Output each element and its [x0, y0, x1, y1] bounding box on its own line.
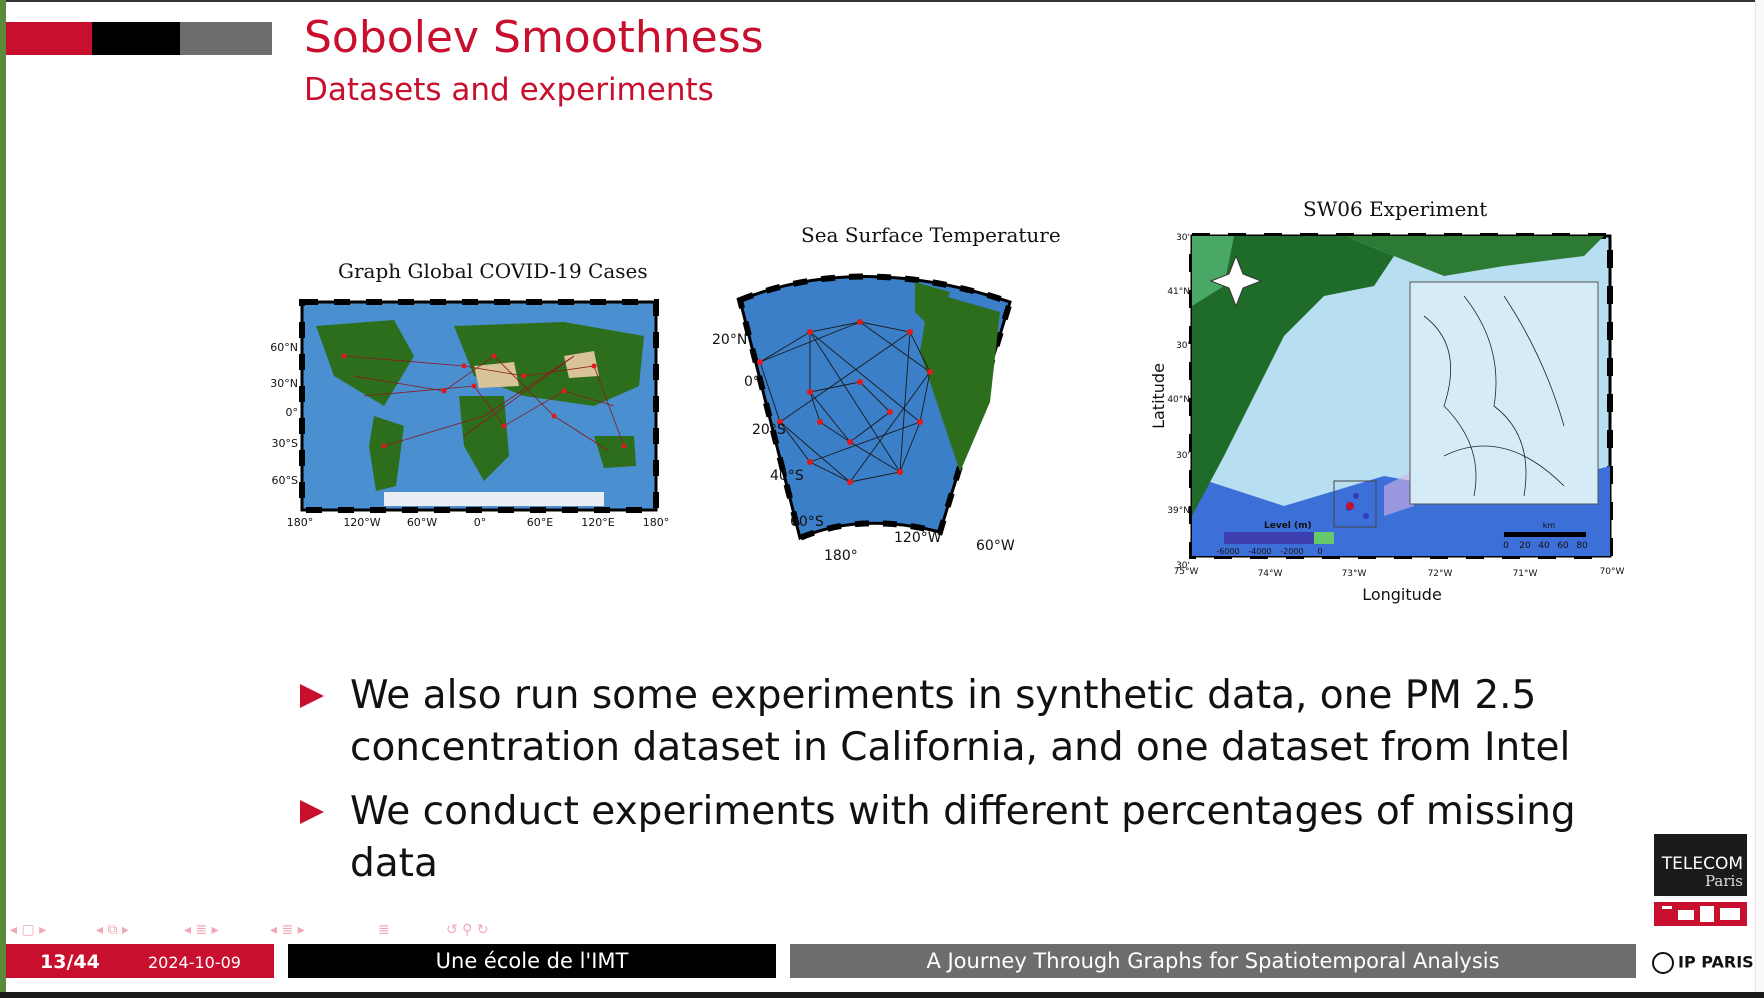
scale-tick: 0 [1503, 541, 1509, 551]
ip-paris-text: IP PARIS [1678, 952, 1754, 972]
header-block-grey [180, 22, 272, 55]
covid-lon-label: 120°E [581, 516, 614, 529]
bullet-triangle-icon [300, 684, 324, 708]
covid-lon-label: 60°W [407, 516, 437, 529]
imt-logo [1654, 902, 1747, 926]
sst-lat-label: 40°S [770, 468, 804, 484]
nav-section-icon[interactable]: ◂ ⧉ ▸ [96, 922, 129, 938]
telecom-logo-subtext: Paris [1704, 872, 1743, 890]
covid-lat-label: 30°N [270, 377, 298, 390]
bullet-item: We also run some experiments in syntheti… [300, 670, 1580, 774]
footer-institution: Une école de l'IMT [288, 944, 776, 978]
covid-lat-label: 60°S [272, 474, 298, 487]
covid-lon-label: 120°W [343, 516, 380, 529]
level-legend-title: Level (m) [1264, 521, 1312, 531]
covid-map-figure: 60°N 30°N 0° 30°S 60°S 180° 120°W 60°W 0… [270, 299, 670, 529]
sw06-lon-label: 73°W [1342, 569, 1367, 579]
sst-map-figure: 20°N 0° 20°S 40°S 60°S 180° 120°W 60°W [712, 273, 1015, 564]
sw06-figure-title: SW06 Experiment [1303, 197, 1488, 221]
sw06-lon-label: 71°W [1513, 569, 1538, 579]
ip-paris-logo: IP PARIS [1652, 952, 1754, 974]
sst-lat-label: 60°S [790, 514, 824, 530]
sst-lat-label: 20°N [712, 332, 747, 348]
back-forward-icon[interactable]: ↺ ⚲ ↻ [446, 922, 489, 938]
sst-lon-label: 120°W [894, 530, 942, 546]
telecom-logo-text: TELECOM [1661, 854, 1743, 874]
sw06-lat-label: 30' [1176, 451, 1190, 461]
nav-subsection-icon[interactable]: ◂ ≣ ▸ [184, 922, 219, 938]
header-block-red [6, 22, 92, 55]
covid-lat-label: 0° [286, 406, 299, 419]
slide-subtitle: Datasets and experiments [304, 72, 714, 108]
sw06-lon-label: 70°W [1600, 567, 1625, 577]
covid-lon-label: 60°E [527, 516, 553, 529]
scale-tick: 20 [1519, 541, 1531, 551]
level-tick: -4000 [1248, 547, 1271, 556]
sst-lat-label: 0° [744, 374, 760, 390]
sw06-lat-label: 30' [1176, 561, 1190, 571]
bullet-line: concentration dataset in California, and… [350, 725, 1571, 770]
level-tick: 0 [1317, 547, 1322, 556]
covid-lat-label: 30°S [272, 437, 298, 450]
scale-tick: 80 [1576, 541, 1588, 551]
bullet-item: We conduct experiments with different pe… [300, 786, 1580, 890]
level-tick: -2000 [1280, 547, 1303, 556]
covid-lat-label: 60°N [270, 341, 298, 354]
beamer-navigation: ◂ ▢ ▸ ◂ ⧉ ▸ ◂ ≣ ▸ ◂ ≣ ▸ ≣ ↺ ⚲ ↻ [8, 922, 528, 942]
ip-paris-emblem-icon [1652, 952, 1674, 974]
covid-lon-label: 180° [287, 516, 314, 529]
sw06-lon-label: 72°W [1428, 569, 1453, 579]
top-border [0, 0, 1764, 2]
compass-icon [1209, 254, 1263, 308]
telecom-paris-logo: TELECOM Paris [1654, 834, 1747, 896]
presentation-date: 2024-10-09 [148, 953, 241, 972]
bottom-border [0, 992, 1764, 998]
bullet-line: We also run some experiments in syntheti… [350, 673, 1537, 718]
nav-frame-icon[interactable]: ◂ ▢ ▸ [10, 922, 47, 938]
covid-lon-label: 0° [474, 516, 487, 529]
sw06-lat-label: 39°N [1167, 506, 1190, 516]
bullet-line: We conduct experiments with different pe… [350, 789, 1576, 886]
sst-lon-label: 60°W [976, 538, 1015, 554]
footer-talk-title: A Journey Through Graphs for Spatiotempo… [790, 944, 1636, 978]
slide-title: Sobolev Smoothness [304, 12, 764, 63]
sw06-xlabel: Longitude [1362, 585, 1442, 604]
level-tick: -6000 [1216, 547, 1239, 556]
header-block-black [92, 22, 180, 55]
sw06-lat-label: 41°N [1167, 287, 1190, 297]
scale-tick: 40 [1538, 541, 1550, 551]
bullet-triangle-icon [300, 800, 324, 824]
right-scrollbar[interactable] [1755, 0, 1764, 998]
sw06-ylabel: Latitude [1149, 363, 1168, 429]
nav-document-icon[interactable]: ≣ [378, 922, 390, 938]
covid-lon-label: 180° [643, 516, 670, 529]
scale-unit: km [1543, 521, 1556, 530]
sw06-lat-label: 30' [1176, 233, 1190, 243]
sw06-lon-label: 74°W [1258, 569, 1283, 579]
nav-appendix-icon[interactable]: ◂ ≣ ▸ [270, 922, 305, 938]
sst-figure-title: Sea Surface Temperature [801, 223, 1061, 247]
scale-tick: 60 [1557, 541, 1569, 551]
footer-page-box: 13/44 2024-10-09 [6, 944, 274, 978]
left-border [0, 0, 6, 998]
page-number: 13/44 [40, 951, 100, 973]
sw06-lat-label: 40°N [1167, 395, 1190, 405]
sw06-lat-label: 30' [1176, 341, 1190, 351]
covid-figure-title: Graph Global COVID-19 Cases [338, 259, 648, 283]
sw06-map-figure: Level (m) -6000 -4000 -2000 0 km 0 20 40… [1149, 233, 1625, 604]
sw06-lon-label: 75°W [1174, 567, 1199, 577]
sst-lat-label: 20°S [752, 422, 786, 438]
sst-lon-label: 180° [824, 548, 858, 564]
